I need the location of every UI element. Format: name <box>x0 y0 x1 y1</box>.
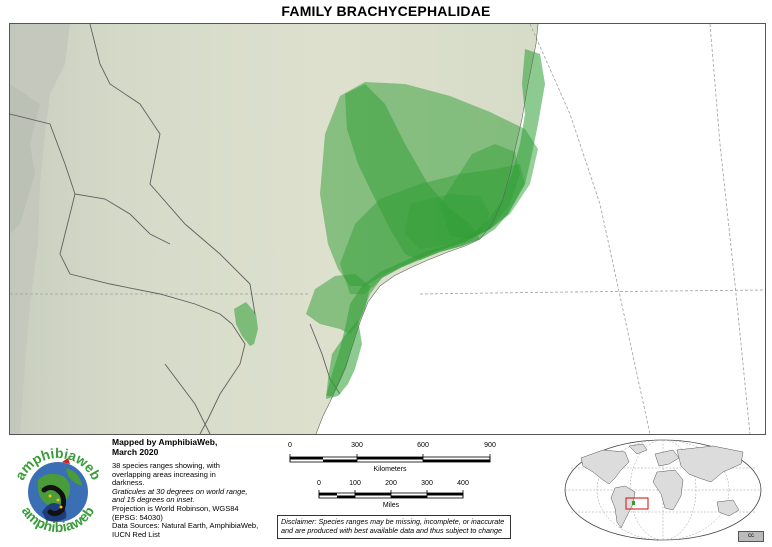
range-1 <box>326 49 545 396</box>
km-tick-label: 0 <box>288 442 292 449</box>
scale-bars: 0 300 600 900 Kilometers 0 100 200 300 4… <box>278 438 514 518</box>
inset-world-map <box>563 438 763 542</box>
cc-license-badge[interactable]: cc <box>738 531 764 542</box>
mile-tick-label: 100 <box>349 480 361 487</box>
disclaimer-line: and are produced with best available dat… <box>281 526 502 535</box>
range-6 <box>306 274 370 334</box>
mile-scale-bar <box>318 490 464 499</box>
range-4 <box>345 84 480 260</box>
mile-tick-label: 400 <box>457 480 469 487</box>
inset-continents <box>580 443 744 529</box>
species-ranges <box>234 49 545 399</box>
graticule-note: and 15 degrees on inset. <box>112 495 195 505</box>
summary-line: overlapping areas increasing in <box>112 469 216 479</box>
range-7 <box>326 320 362 399</box>
disclaimer-line: Disclaimer: Species ranges may be missin… <box>281 517 505 526</box>
sources-note: IUCN Red List <box>112 529 160 539</box>
km-tick-label: 900 <box>484 442 496 449</box>
mile-tick-label: 0 <box>317 480 321 487</box>
projection-note: Projection is World Robinson, WGS84 <box>112 503 239 513</box>
km-scale-bar <box>289 454 491 463</box>
map-canvas[interactable] <box>10 24 765 434</box>
km-tick-label: 300 <box>351 442 363 449</box>
inset-extent-box <box>625 497 649 510</box>
graticule-note: Graticules at 30 degrees on world range, <box>112 486 248 496</box>
disclaimer-box: Disclaimer: Species ranges may be missin… <box>277 515 511 539</box>
coastline <box>315 24 539 434</box>
map-title: FAMILY BRACHYCEPHALIDAE <box>281 3 491 19</box>
mile-tick-label: 200 <box>385 480 397 487</box>
summary-line: darkness. <box>112 478 145 488</box>
km-tick-label: 600 <box>417 442 429 449</box>
range-8 <box>234 302 258 346</box>
mile-tick-label: 300 <box>421 480 433 487</box>
credits-date: March 2020 <box>112 446 159 457</box>
km-unit-label: Kilometers <box>373 466 407 473</box>
range-9 <box>405 194 490 249</box>
credits-heading: Mapped by AmphibiaWeb, <box>112 437 218 447</box>
mile-unit-label: Miles <box>383 502 400 509</box>
map-credits: Mapped by AmphibiaWeb, March 2020 38 spe… <box>112 437 272 539</box>
projection-note: (EPSG: 54030) <box>112 512 163 522</box>
amphibiaweb-logo: amphibiaweb amphibiaweb <box>8 440 108 540</box>
range-5 <box>440 144 520 239</box>
summary-line: 38 species ranges showing, with <box>112 461 220 470</box>
main-map[interactable] <box>9 23 766 435</box>
country-borders <box>10 24 341 434</box>
sources-note: Data Sources: Natural Earth, AmphibiaWeb… <box>112 521 259 531</box>
